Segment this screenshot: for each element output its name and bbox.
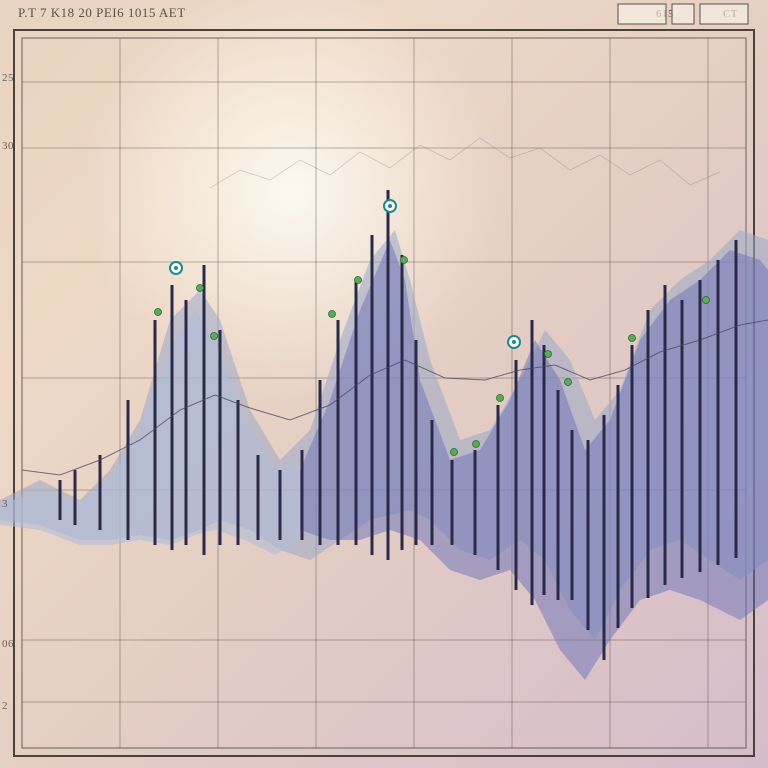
y-tick-label: 06 [2,638,14,650]
y-tick-label: 30 [2,140,14,152]
y-tick-label: 25 [2,72,14,84]
y-tick-label: 3 [2,498,8,510]
chart-svg [0,0,768,768]
y-tick-label: 2 [2,700,8,712]
